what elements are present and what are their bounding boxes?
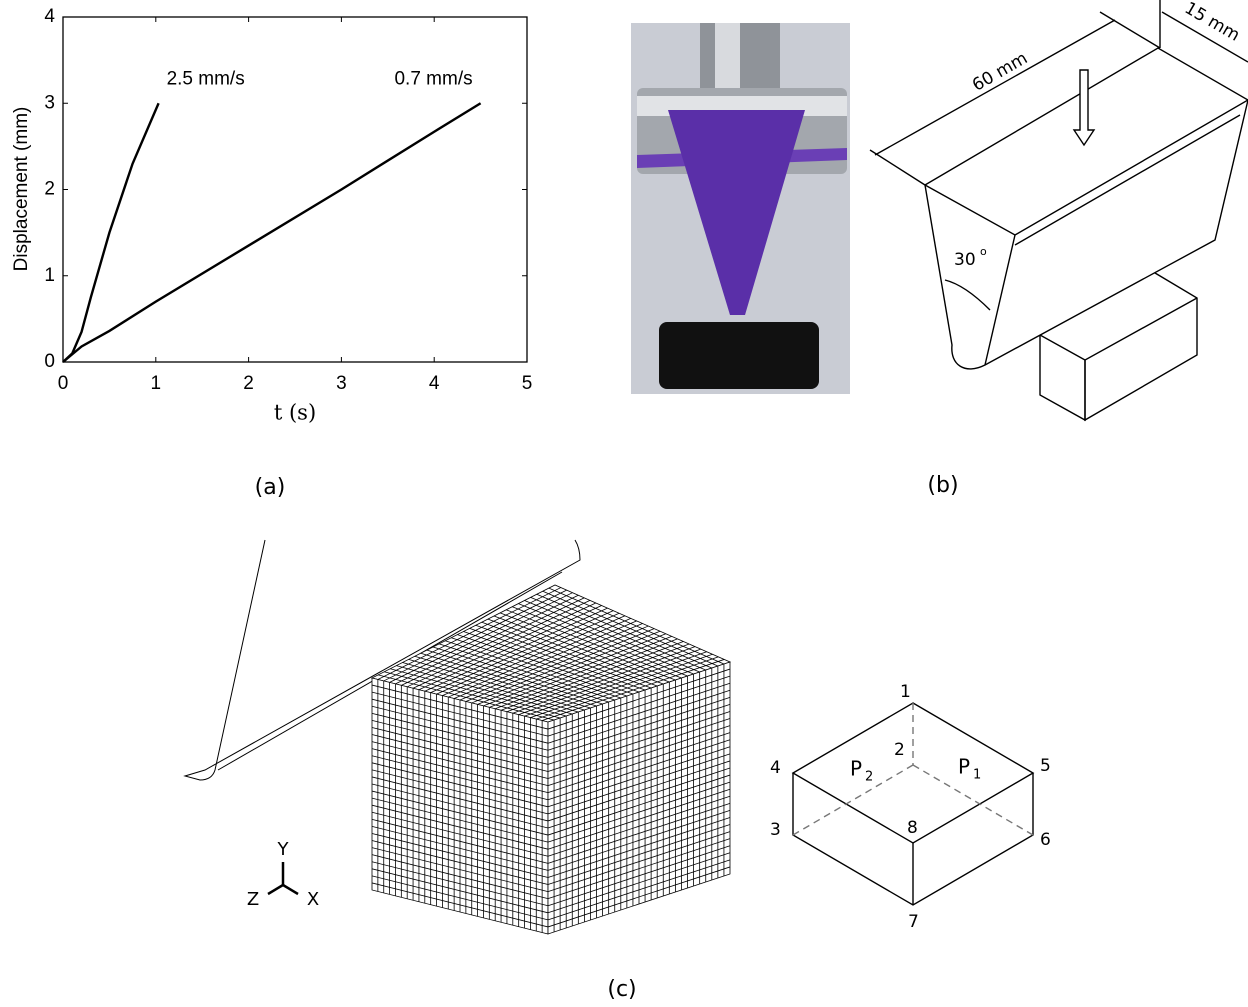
extension-line — [1100, 12, 1160, 48]
axis-label: X — [307, 889, 319, 910]
figure: (a) (b) (c) t (s) Displacement (mm) 0 1 2 3… — [0, 0, 1248, 1007]
element-cube — [793, 703, 1033, 905]
y-tick-label: 3 — [44, 92, 55, 113]
data-line — [63, 103, 159, 362]
panel-label: (c) — [607, 977, 636, 1002]
vertex-label: 5 — [1040, 756, 1051, 776]
x-tick-label: 4 — [429, 373, 440, 394]
plane-index: 1 — [973, 768, 981, 783]
plane-index: 2 — [865, 770, 873, 785]
y-tick-label: 1 — [44, 265, 55, 286]
vertex-label: 2 — [894, 740, 905, 760]
x-axis-label: t (s) — [274, 401, 316, 425]
y-axis-label: Displacement (mm) — [11, 107, 32, 272]
vertex-label: 8 — [907, 818, 918, 838]
axis-triad — [268, 862, 298, 894]
wedge-drawing — [870, 0, 1248, 420]
panel-label: (a) — [255, 475, 286, 500]
axis-label: Y — [277, 839, 290, 860]
series-label: 2.5 mm/s — [167, 68, 245, 89]
sample — [659, 322, 819, 389]
data-line — [63, 103, 481, 362]
mesh-block — [372, 585, 730, 934]
rod-highlight — [715, 23, 740, 91]
plane-label: P — [850, 757, 862, 781]
vertex-labels: 1 2 3 4 5 6 7 8 P 2 P 1 — [770, 682, 1051, 932]
x-tick-label: 3 — [336, 373, 347, 394]
triad-axis — [268, 885, 283, 894]
x-tick-label: 5 — [522, 373, 533, 394]
extension-line — [870, 150, 925, 185]
photo — [631, 23, 850, 394]
plane-label: P — [958, 755, 970, 779]
vertex-label: 1 — [900, 682, 911, 702]
panel-label: (b) — [927, 473, 958, 498]
x-tick-label: 1 — [151, 373, 162, 394]
y-tick-label: 4 — [44, 6, 55, 27]
plot: 0 1 2 3 4 5 0 1 2 3 4 2.5 mm/s 0.7 mm/s — [44, 6, 532, 394]
y-tick-label: 2 — [44, 179, 55, 200]
angle-label: 30 — [954, 250, 976, 270]
axis-label: Z — [247, 889, 259, 910]
vertex-label: 6 — [1040, 830, 1051, 850]
hidden-edges — [793, 703, 1033, 835]
series-label: 0.7 mm/s — [394, 68, 472, 89]
triad-axis — [283, 885, 298, 894]
vertex-label: 7 — [908, 912, 919, 932]
dimension-label: 15 mm — [1181, 0, 1243, 46]
angle-unit: o — [980, 245, 987, 258]
x-tick-label: 0 — [58, 373, 69, 394]
vertex-label: 4 — [770, 758, 781, 778]
x-tick-label: 2 — [243, 373, 254, 394]
y-tick-label: 0 — [44, 351, 55, 372]
vertex-label: 3 — [770, 820, 781, 840]
